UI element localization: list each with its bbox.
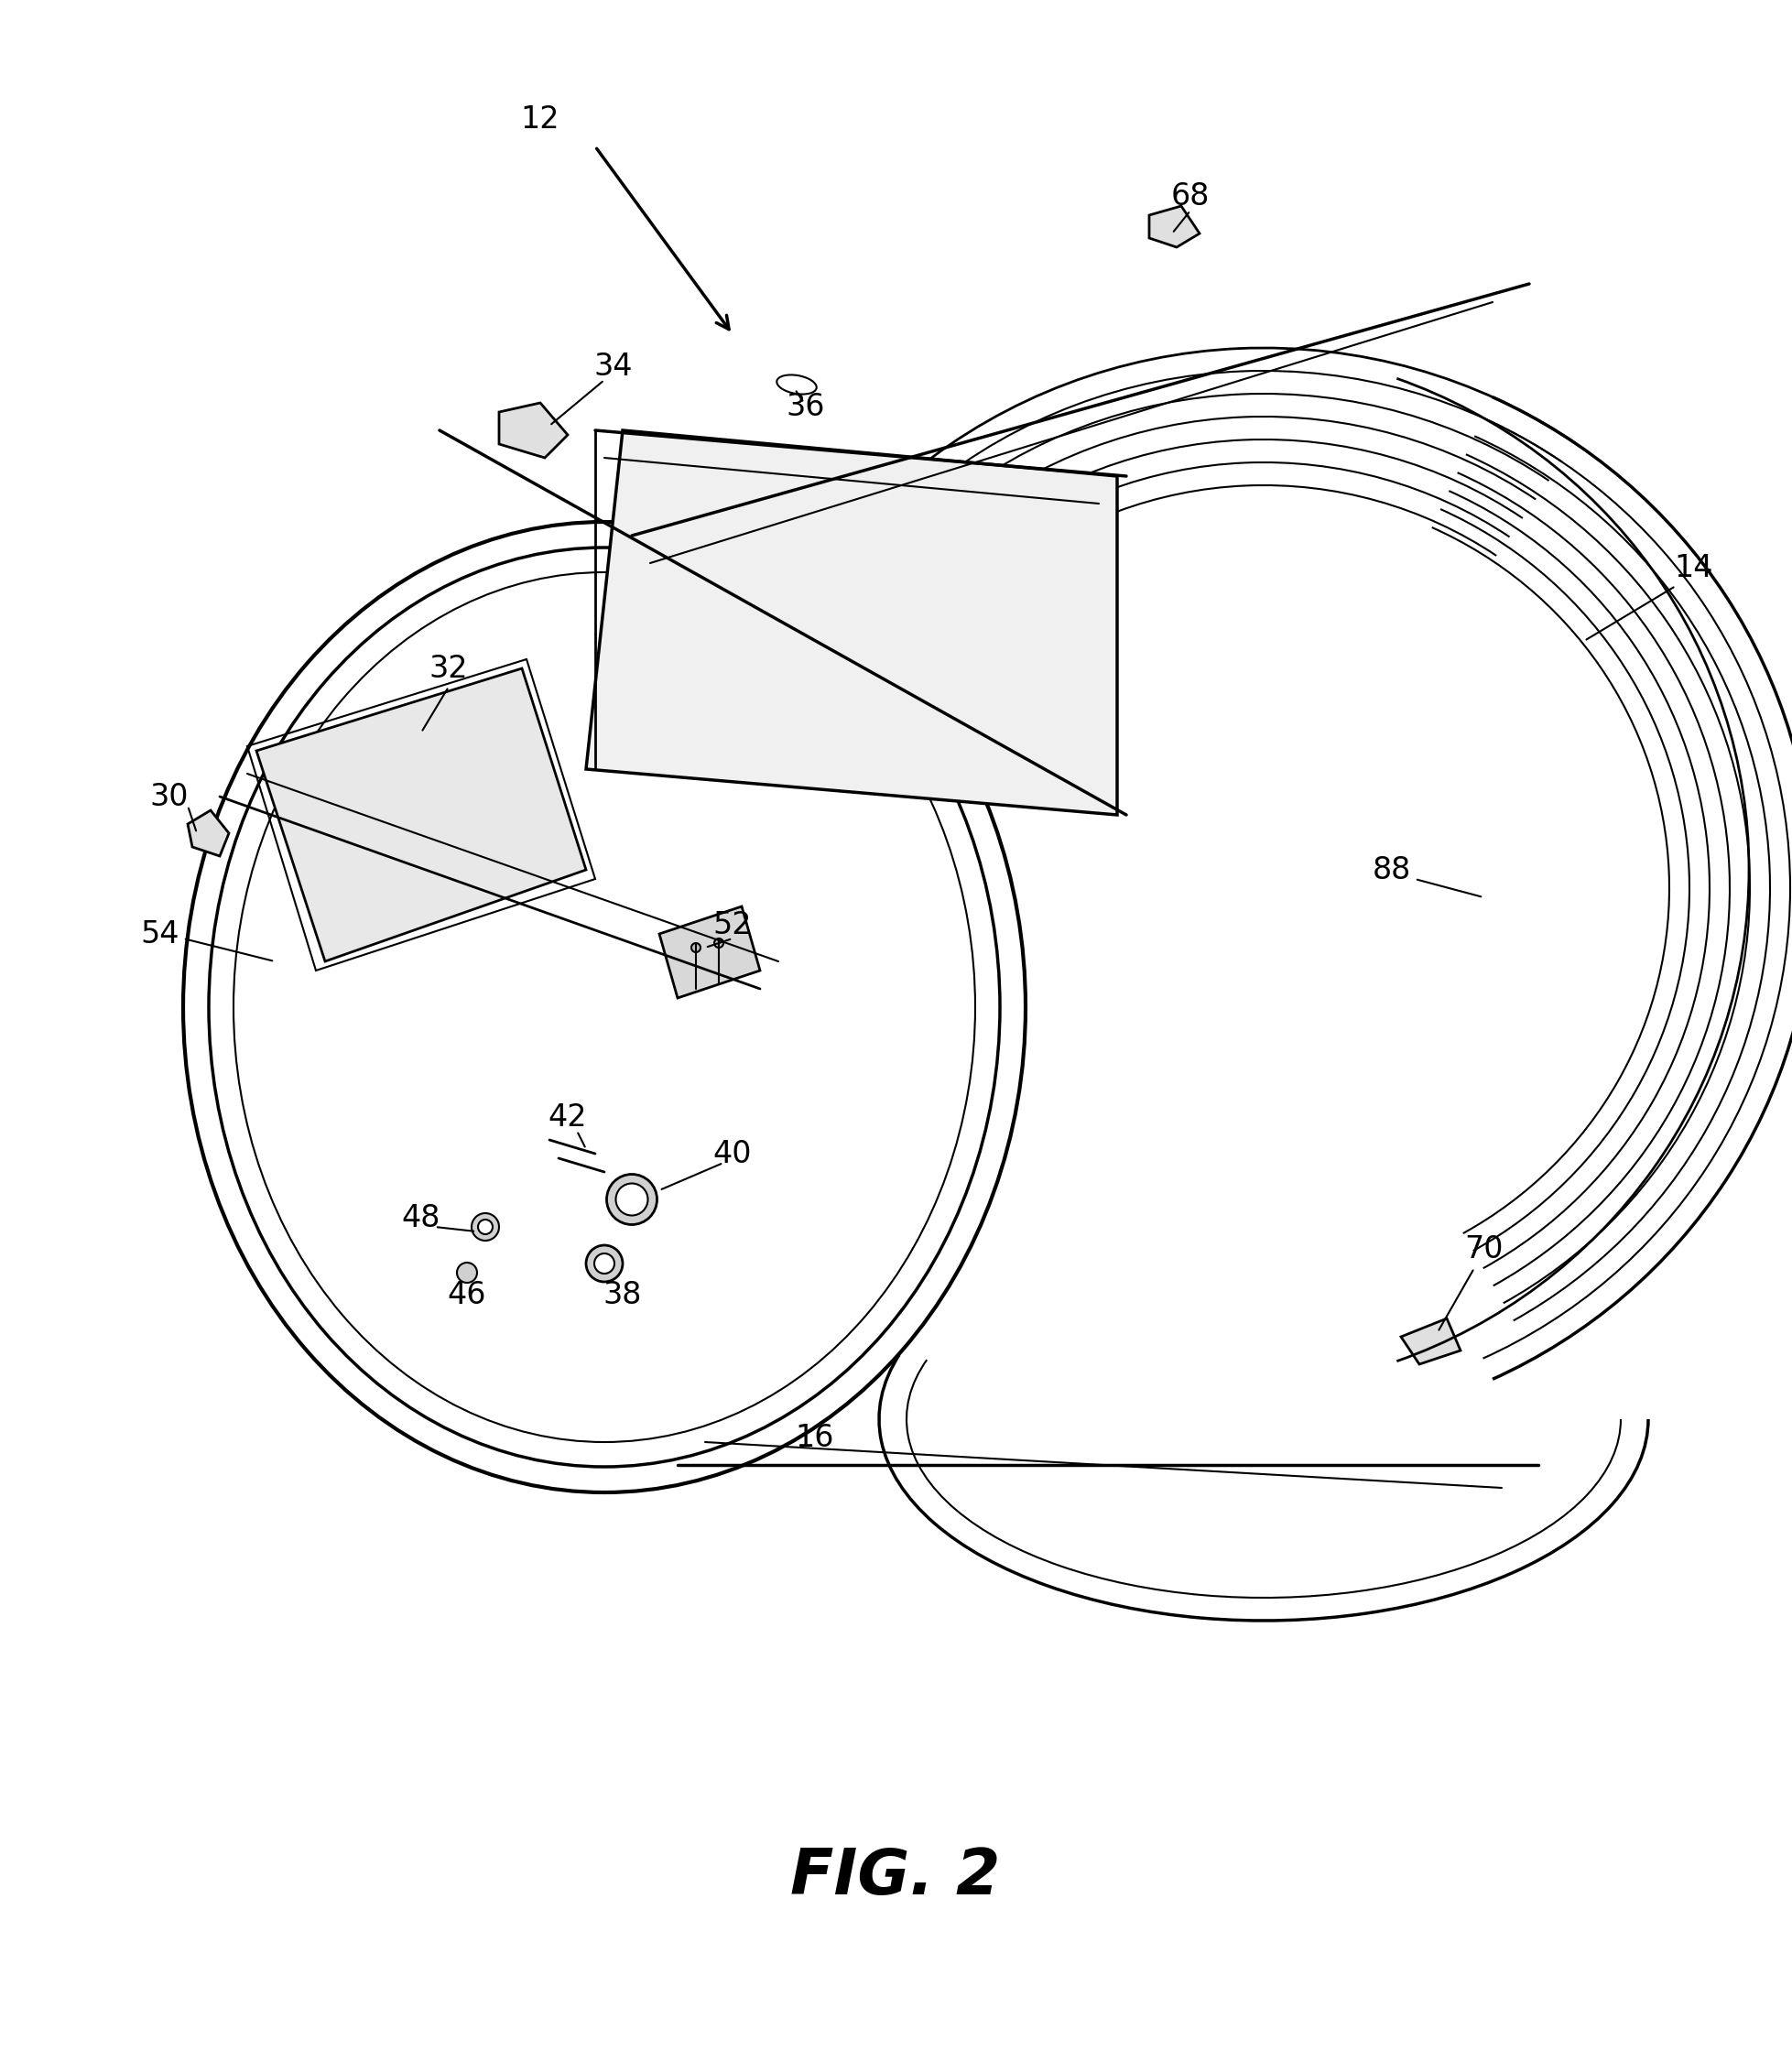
Text: 12: 12 [521,104,559,135]
Polygon shape [256,669,586,961]
Polygon shape [1149,205,1199,247]
Text: 46: 46 [448,1280,486,1312]
Ellipse shape [692,943,701,953]
Ellipse shape [595,1254,615,1274]
Text: 34: 34 [595,350,633,381]
Text: 16: 16 [796,1421,835,1452]
Text: 48: 48 [401,1202,441,1233]
Ellipse shape [457,1262,477,1283]
Text: 88: 88 [1373,856,1410,885]
Text: 54: 54 [142,918,179,949]
Text: 40: 40 [713,1138,753,1169]
Text: 70: 70 [1464,1235,1503,1264]
Ellipse shape [478,1220,493,1235]
Text: 68: 68 [1170,182,1210,211]
Polygon shape [188,810,229,856]
Polygon shape [659,905,760,999]
Ellipse shape [715,939,724,947]
Polygon shape [586,431,1116,814]
Text: 38: 38 [604,1280,642,1312]
Ellipse shape [616,1183,649,1216]
Ellipse shape [607,1175,658,1225]
Polygon shape [498,402,568,458]
Text: 14: 14 [1674,553,1713,582]
Text: 36: 36 [787,392,826,423]
Text: FIG. 2: FIG. 2 [790,1846,1000,1908]
Ellipse shape [471,1214,498,1241]
Polygon shape [1401,1318,1460,1363]
Text: 42: 42 [548,1102,588,1131]
Text: 52: 52 [713,910,753,941]
Ellipse shape [183,522,1025,1492]
Text: 32: 32 [428,653,468,684]
Ellipse shape [586,1245,622,1283]
Text: 30: 30 [151,781,188,812]
